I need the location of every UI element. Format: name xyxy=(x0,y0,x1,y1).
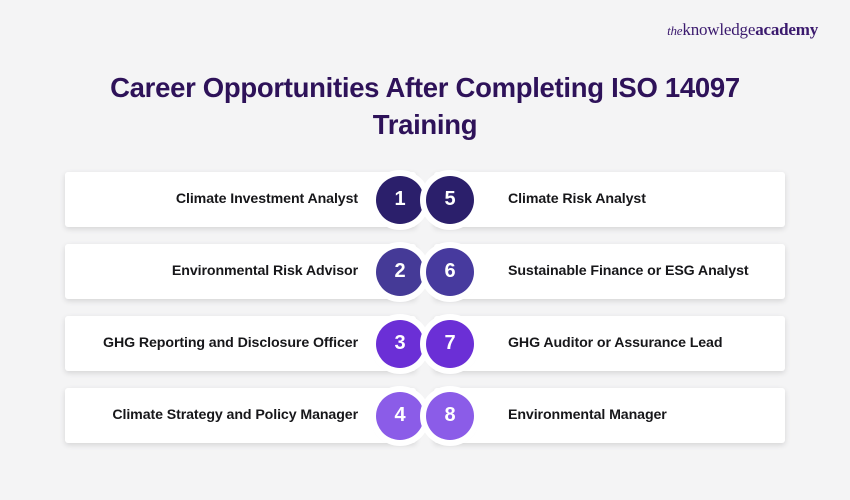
career-label-8: Environmental Manager xyxy=(508,407,667,424)
career-number-badge-2: 2 xyxy=(376,247,424,296)
career-column-right: 5 Climate Risk Analyst 6 Sustainable Fin… xyxy=(426,172,785,443)
logo-knowledge-text: knowledge xyxy=(682,20,756,39)
career-card-7[interactable]: 7 GHG Auditor or Assurance Lead xyxy=(426,316,785,371)
career-number-badge-7: 7 xyxy=(426,319,474,368)
career-card-2[interactable]: Environmental Risk Advisor 2 xyxy=(65,244,424,299)
career-label-6: Sustainable Finance or ESG Analyst xyxy=(508,263,749,280)
career-number-badge-6: 6 xyxy=(426,247,474,296)
career-number-badge-4: 4 xyxy=(376,391,424,440)
career-label-7: GHG Auditor or Assurance Lead xyxy=(508,335,723,352)
career-card-3[interactable]: GHG Reporting and Disclosure Officer 3 xyxy=(65,316,424,371)
career-label-1: Climate Investment Analyst xyxy=(175,191,358,208)
page-title: Career Opportunities After Completing IS… xyxy=(110,72,740,140)
career-card-1[interactable]: Climate Investment Analyst 1 xyxy=(65,172,424,227)
career-card-6[interactable]: 6 Sustainable Finance or ESG Analyst xyxy=(426,244,785,299)
logo-academy-text: academy xyxy=(755,20,818,39)
career-label-2: Environmental Risk Advisor xyxy=(171,263,358,280)
brand-logo: theknowledgeacademy xyxy=(667,20,818,40)
career-label-5: Climate Risk Analyst xyxy=(508,191,646,208)
career-number-badge-8: 8 xyxy=(426,391,474,440)
logo-the-text: the xyxy=(667,23,683,38)
career-card-8[interactable]: 8 Environmental Manager xyxy=(426,388,785,443)
career-column-left: Climate Investment Analyst 1 Environment… xyxy=(65,172,424,443)
career-card-5[interactable]: 5 Climate Risk Analyst xyxy=(426,172,785,227)
career-number-badge-5: 5 xyxy=(426,175,474,224)
career-list: Climate Investment Analyst 1 Environment… xyxy=(0,172,850,443)
career-number-badge-3: 3 xyxy=(376,319,424,368)
career-number-badge-1: 1 xyxy=(376,175,424,224)
career-label-3: GHG Reporting and Disclosure Officer xyxy=(103,335,358,352)
career-label-4: Climate Strategy and Policy Manager xyxy=(112,407,358,424)
career-card-4[interactable]: Climate Strategy and Policy Manager 4 xyxy=(65,388,424,443)
